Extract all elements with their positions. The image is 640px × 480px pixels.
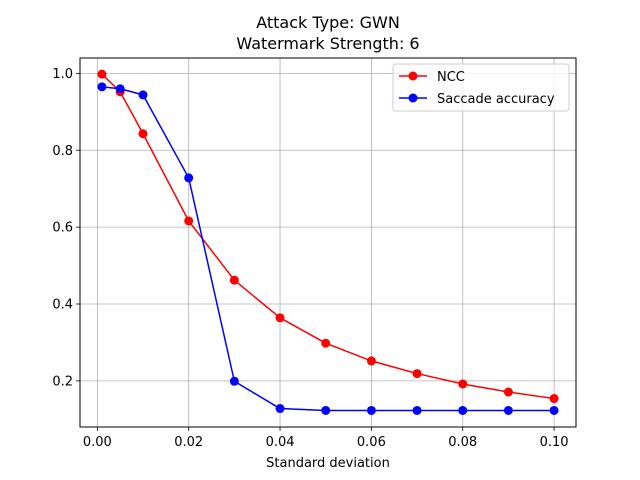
data-point-saccade-accuracy xyxy=(138,90,148,100)
series-line-ncc xyxy=(101,73,555,400)
y-tick-label: 0.4 xyxy=(52,298,73,313)
y-tick-label: 0.6 xyxy=(52,221,73,236)
y-tick-label: 0.2 xyxy=(52,374,73,389)
data-point-ncc xyxy=(549,394,559,404)
data-point-saccade-accuracy xyxy=(458,405,468,415)
data-point-saccade-accuracy xyxy=(412,405,422,415)
data-point-saccade-accuracy xyxy=(275,404,285,414)
x-tick-label: 0.04 xyxy=(266,435,295,450)
legend-ncc-marker xyxy=(408,71,418,81)
data-point-saccade-accuracy xyxy=(549,405,559,415)
plot-frame xyxy=(79,57,577,428)
legend-saccade-marker xyxy=(408,93,418,103)
data-point-saccade-accuracy xyxy=(503,405,513,415)
chart-title-line-2: Watermark Strength: 6 xyxy=(236,34,419,53)
data-point-ncc xyxy=(458,379,468,389)
x-tick-label: 0.10 xyxy=(540,435,569,450)
y-tick-label: 0.8 xyxy=(52,144,73,159)
data-point-ncc xyxy=(412,369,422,379)
data-point-ncc xyxy=(184,216,194,226)
data-point-ncc xyxy=(503,387,513,397)
y-tick-label: 1.0 xyxy=(52,67,73,82)
data-point-saccade-accuracy xyxy=(321,405,331,415)
data-point-ncc xyxy=(97,69,107,79)
x-tick-label: 0.02 xyxy=(174,435,203,450)
legend-ncc-label: NCC xyxy=(437,70,465,85)
data-point-saccade-accuracy xyxy=(115,84,125,94)
axis-ticks: 0.00 0.02 0.04 0.06 0.08 0.10 0.2 0.4 0.6 0.8 1.0 xyxy=(52,67,568,450)
data-point-ncc xyxy=(229,275,239,285)
legend: NCC Saccade accuracy xyxy=(392,63,570,112)
chart-title-line-1: Attack Type: GWN xyxy=(256,13,400,32)
data-point-saccade-accuracy xyxy=(229,376,239,386)
data-point-saccade-accuracy xyxy=(366,405,376,415)
legend-box xyxy=(392,63,570,112)
data-point-ncc xyxy=(275,313,285,323)
x-tick-label: 0.08 xyxy=(448,435,477,450)
data-point-ncc xyxy=(138,129,148,139)
x-axis-label: Standard deviation xyxy=(266,456,390,471)
data-point-ncc xyxy=(321,338,331,348)
data-point-saccade-accuracy xyxy=(184,173,194,183)
x-tick-label: 0.00 xyxy=(83,435,112,450)
x-tick-label: 0.06 xyxy=(357,435,386,450)
plot-series xyxy=(97,69,559,415)
legend-saccade-label: Saccade accuracy xyxy=(437,92,555,107)
data-point-ncc xyxy=(366,356,376,366)
data-point-saccade-accuracy xyxy=(97,82,107,92)
